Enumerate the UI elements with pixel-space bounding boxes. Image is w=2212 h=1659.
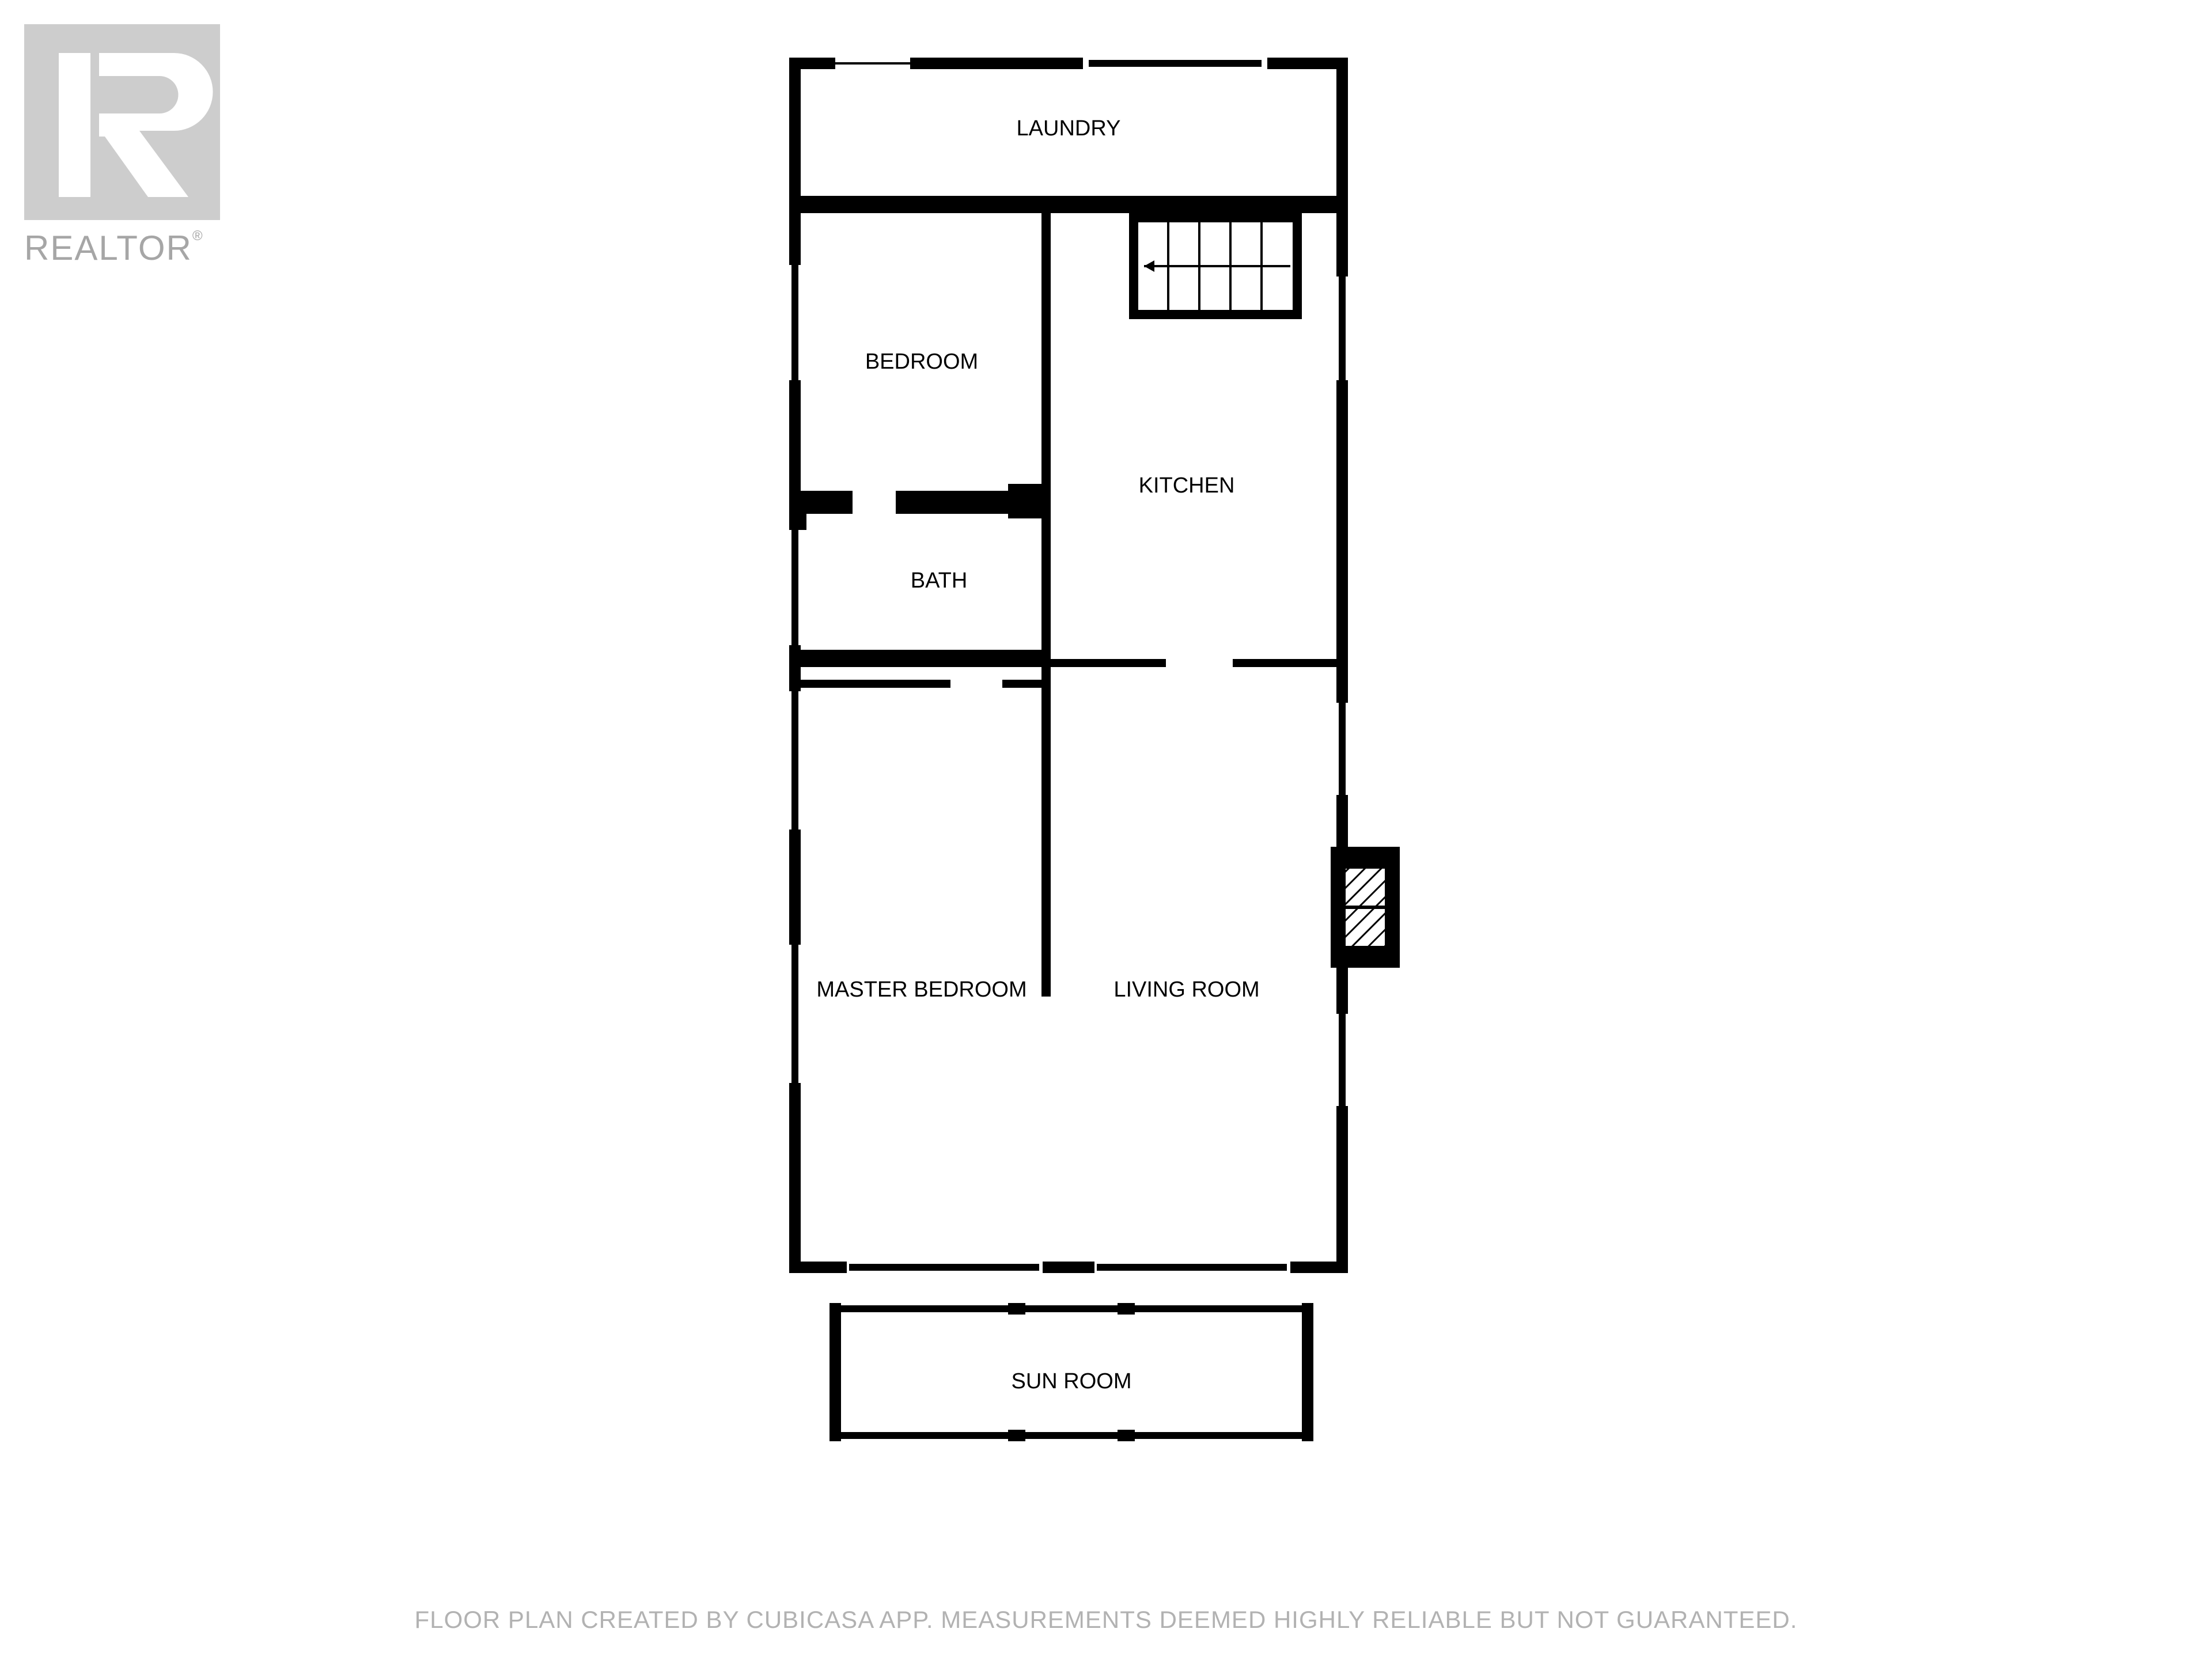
svg-text:SUN ROOM: SUN ROOM: [1012, 1369, 1132, 1393]
floorplan-canvas: LAUNDRY BEDROOM KITCHEN BATH MASTER BEDROOM L…: [0, 0, 2212, 1659]
svg-text:LIVING ROOM: LIVING ROOM: [1113, 978, 1259, 1002]
svg-text:BATH: BATH: [911, 569, 968, 593]
svg-text:KITCHEN: KITCHEN: [1139, 474, 1235, 498]
svg-text:MASTER BEDROOM: MASTER BEDROOM: [816, 978, 1027, 1002]
svg-text:LAUNDRY: LAUNDRY: [1017, 116, 1121, 141]
footer-caption: FLOOR PLAN CREATED BY CUBICASA APP. MEAS…: [0, 1606, 2212, 1634]
svg-text:BEDROOM: BEDROOM: [865, 350, 978, 374]
